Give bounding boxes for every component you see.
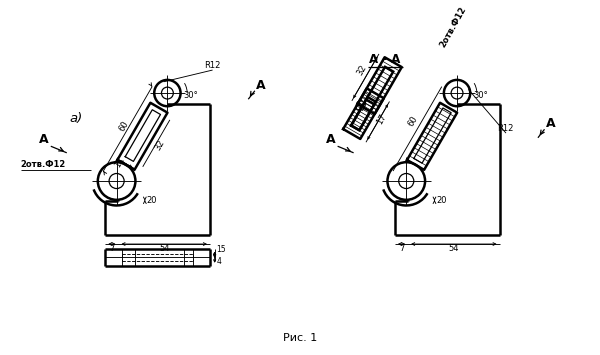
Text: R12: R12	[497, 124, 514, 133]
Text: 30°: 30°	[473, 91, 488, 100]
Polygon shape	[351, 97, 376, 130]
Text: 11: 11	[113, 156, 125, 169]
Text: А: А	[38, 133, 48, 146]
Text: 20: 20	[436, 196, 447, 205]
Text: 20: 20	[147, 196, 157, 205]
Text: 2отв.Ф12: 2отв.Ф12	[438, 5, 468, 49]
Polygon shape	[366, 67, 393, 104]
Text: А - А: А - А	[369, 54, 400, 66]
Text: 32: 32	[153, 138, 166, 152]
Text: а): а)	[70, 112, 83, 125]
Text: А: А	[545, 118, 555, 130]
Text: 60: 60	[407, 115, 420, 129]
Text: б): б)	[355, 100, 368, 114]
Text: 17: 17	[375, 113, 388, 126]
Text: 2отв.Ф12: 2отв.Ф12	[20, 160, 66, 169]
Text: 30°: 30°	[183, 91, 198, 100]
Text: А: А	[326, 133, 336, 146]
Text: 60: 60	[117, 120, 130, 133]
Text: 15: 15	[217, 246, 226, 255]
Text: 7: 7	[109, 244, 115, 253]
Text: Рис. 1: Рис. 1	[283, 333, 317, 343]
Text: 4: 4	[217, 257, 221, 266]
Text: 54: 54	[159, 244, 169, 253]
Text: А: А	[256, 79, 265, 92]
Text: 54: 54	[449, 244, 459, 253]
Text: 32: 32	[355, 63, 368, 77]
Text: 7: 7	[399, 244, 404, 253]
Text: R12: R12	[204, 61, 220, 70]
